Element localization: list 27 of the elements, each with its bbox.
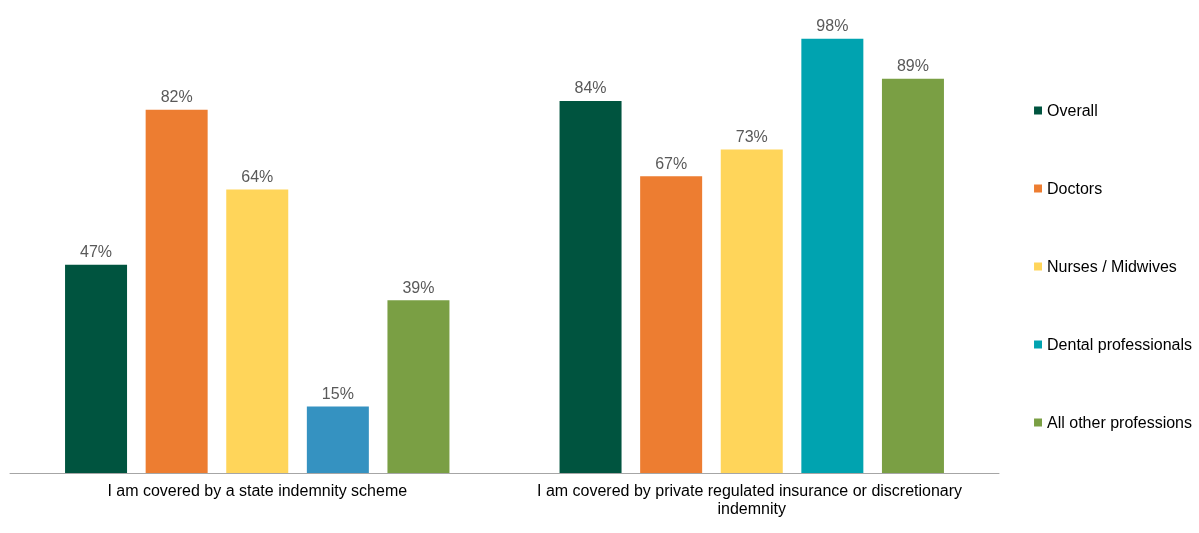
bar: [881, 78, 944, 473]
data-label: 73%: [735, 128, 768, 146]
legend-label: Nurses / Midwives: [1047, 258, 1177, 275]
x-tick-label: I am covered by private regulated insurance or discretionary indemnity: [536, 481, 967, 517]
data-label: 15%: [321, 385, 354, 403]
bar: [559, 100, 622, 473]
bar: [306, 406, 369, 473]
bar: [65, 264, 128, 473]
data-label: 67%: [655, 154, 688, 172]
data-label: 84%: [574, 79, 607, 97]
data-label: 64%: [241, 167, 274, 185]
data-label: 98%: [816, 17, 849, 35]
x-tick-label: I am covered by a state indemnity scheme: [107, 481, 408, 499]
bar: [387, 300, 450, 473]
legend-label: All other professions: [1047, 414, 1192, 431]
data-label: 39%: [402, 278, 435, 296]
bar: [801, 38, 864, 473]
data-label: 89%: [896, 57, 929, 75]
bar: [640, 176, 703, 473]
legend-label: Doctors: [1047, 180, 1103, 197]
bar: [226, 189, 289, 473]
legend-label: Dental professionals: [1047, 336, 1192, 353]
bar: [720, 149, 783, 473]
data-label: 47%: [80, 243, 113, 261]
bar: [145, 109, 208, 473]
legend-label: Overall: [1047, 102, 1098, 119]
data-label: 82%: [160, 88, 193, 106]
